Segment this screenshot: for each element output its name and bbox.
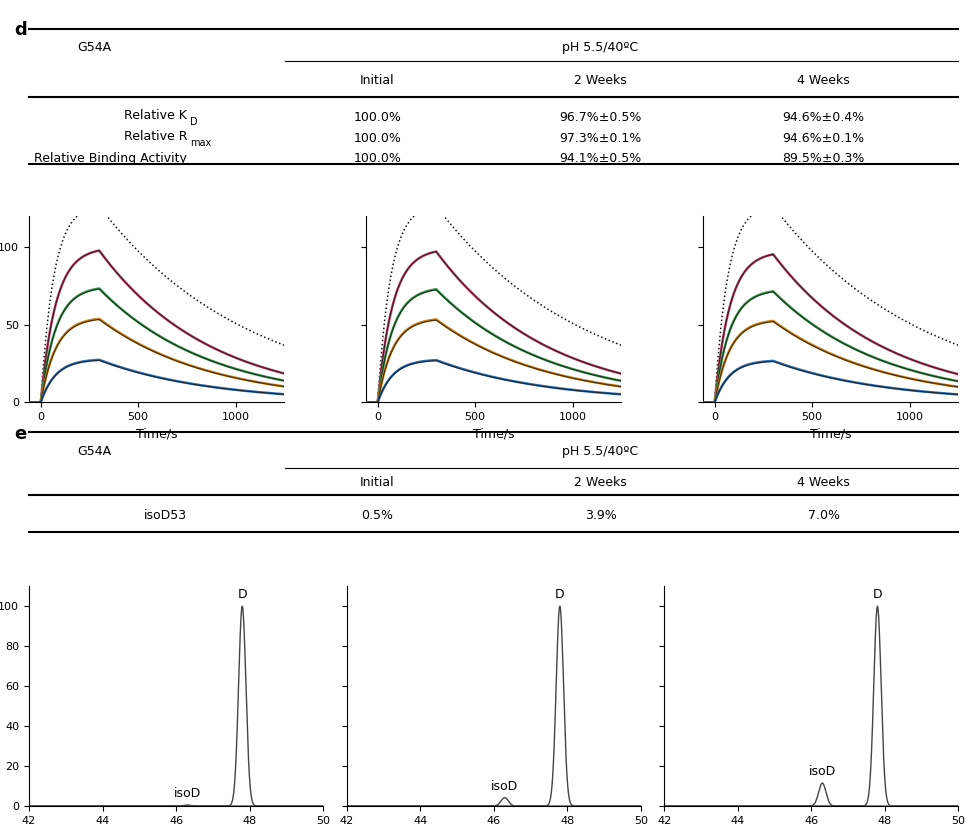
- Text: 2 Weeks: 2 Weeks: [574, 74, 627, 87]
- Text: pH 5.5/40ºC: pH 5.5/40ºC: [562, 42, 639, 55]
- Text: 7.0%: 7.0%: [807, 509, 839, 522]
- Text: isoD: isoD: [173, 787, 200, 800]
- Text: Relative Binding Activity: Relative Binding Activity: [34, 152, 187, 165]
- Text: e: e: [15, 425, 27, 443]
- Text: 94.1%±0.5%: 94.1%±0.5%: [560, 152, 642, 165]
- Text: G54A: G54A: [77, 445, 111, 459]
- Text: 4 Weeks: 4 Weeks: [798, 476, 850, 489]
- X-axis label: Time/s: Time/s: [810, 428, 852, 440]
- Text: isoD: isoD: [808, 765, 836, 778]
- Text: isoD53: isoD53: [144, 509, 187, 522]
- Text: 89.5%±0.3%: 89.5%±0.3%: [782, 152, 864, 165]
- X-axis label: Time/s: Time/s: [136, 428, 177, 440]
- Text: 2 Weeks: 2 Weeks: [574, 476, 627, 489]
- Text: Initial: Initial: [360, 74, 395, 87]
- Text: 3.9%: 3.9%: [585, 509, 617, 522]
- Text: 100.0%: 100.0%: [353, 132, 402, 145]
- Text: isoD: isoD: [491, 779, 518, 793]
- Text: 96.7%±0.5%: 96.7%±0.5%: [560, 111, 642, 124]
- Text: 4 Weeks: 4 Weeks: [798, 74, 850, 87]
- Text: max: max: [190, 138, 211, 148]
- Text: D: D: [190, 117, 197, 127]
- Text: d: d: [15, 21, 27, 39]
- Text: D: D: [555, 588, 564, 602]
- Text: Initial: Initial: [360, 476, 395, 489]
- Text: 94.6%±0.4%: 94.6%±0.4%: [782, 111, 864, 124]
- Text: D: D: [872, 588, 882, 602]
- X-axis label: Time/s: Time/s: [473, 428, 514, 440]
- Text: 100.0%: 100.0%: [353, 111, 402, 124]
- Text: Relative R: Relative R: [124, 130, 187, 143]
- Text: Relative K: Relative K: [124, 109, 187, 122]
- Text: 0.5%: 0.5%: [361, 509, 394, 522]
- Text: G54A: G54A: [77, 42, 111, 55]
- Text: pH 5.5/40ºC: pH 5.5/40ºC: [562, 445, 639, 459]
- Text: 94.6%±0.1%: 94.6%±0.1%: [782, 132, 864, 145]
- Text: D: D: [237, 588, 247, 602]
- Text: 97.3%±0.1%: 97.3%±0.1%: [560, 132, 642, 145]
- Text: 100.0%: 100.0%: [353, 152, 402, 165]
